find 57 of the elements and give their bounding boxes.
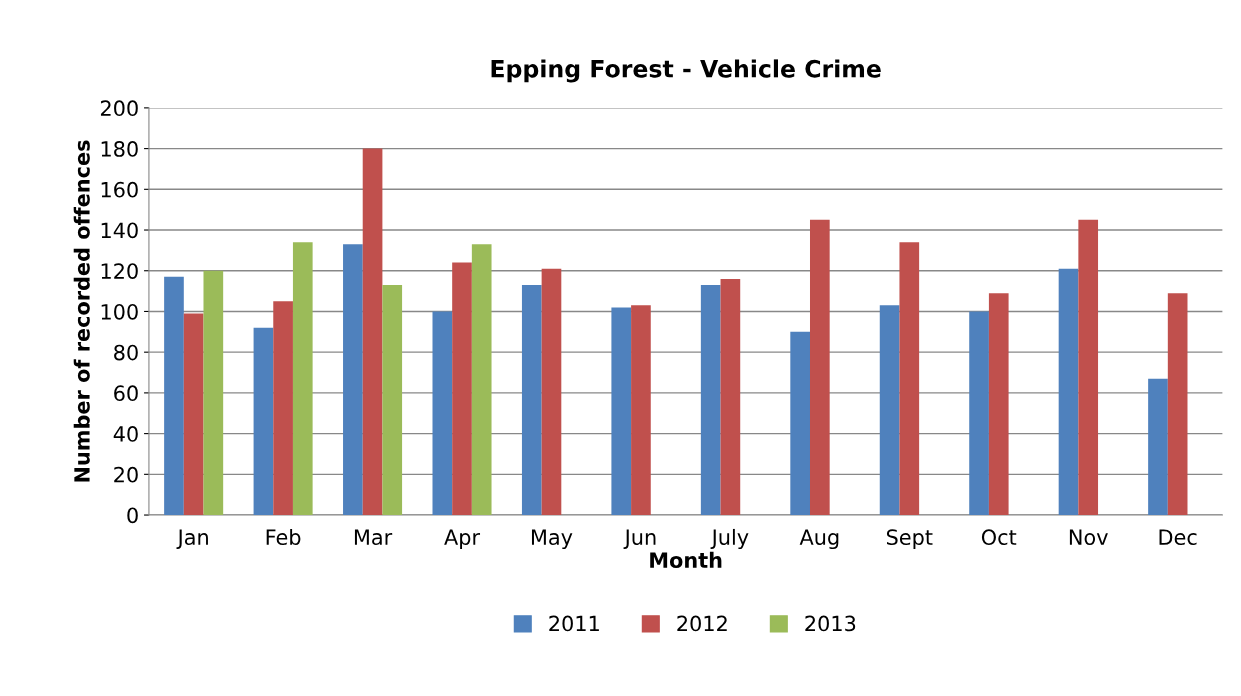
bar [183, 313, 204, 516]
chart-title: Epping Forest - Vehicle Crime [491, 59, 881, 83]
x-tick-label: Aug [799, 529, 839, 550]
bar [1148, 378, 1168, 516]
legend-label: 2013 [805, 615, 856, 632]
y-tick-label: 80 [114, 344, 138, 361]
bar [899, 242, 920, 516]
bar [1167, 293, 1188, 516]
bar [969, 311, 989, 516]
bar [810, 219, 830, 516]
bar [1078, 219, 1099, 516]
x-tick-label: Jun [623, 529, 656, 549]
bar [471, 244, 492, 516]
legend-label: 2012 [677, 615, 727, 632]
bar [720, 278, 741, 516]
y-tick-label: 140 [101, 222, 138, 239]
bar [253, 327, 274, 516]
x-tick-label: Oct [981, 529, 1017, 546]
y-tick-label: 200 [100, 100, 138, 117]
bar [382, 284, 403, 516]
bar [164, 276, 184, 516]
y-tick-label: 20 [114, 466, 138, 483]
x-tick-label: Jan [176, 529, 208, 549]
x-tick-label: Feb [266, 528, 301, 546]
x-tick-label: July [710, 528, 749, 550]
bar [292, 242, 313, 516]
bar [700, 284, 721, 516]
y-tick-label: 160 [101, 181, 138, 198]
bar [521, 284, 542, 516]
y-tick-label: 40 [113, 426, 138, 442]
y-tick-label: 0 [127, 507, 138, 524]
bar [541, 268, 562, 516]
bar [879, 305, 900, 516]
bar [362, 148, 383, 516]
x-tick-label: Nov [1069, 529, 1108, 546]
x-tick-label: Mar [354, 529, 393, 546]
bar [1058, 268, 1079, 516]
y-tick-label: 180 [101, 141, 138, 157]
bar [631, 305, 651, 516]
bar [432, 311, 453, 516]
bar [790, 331, 810, 516]
y-tick-label: 100 [101, 303, 138, 320]
x-tick-label: May [531, 529, 573, 550]
y-tick-label: 60 [114, 385, 138, 402]
bar [273, 301, 293, 516]
y-tick-label: 120 [101, 263, 138, 279]
bar [611, 307, 632, 516]
bar [203, 270, 224, 516]
bar [343, 244, 363, 516]
y-axis-title: Number of recorded offences [73, 140, 90, 482]
x-tick-label: Apr [444, 529, 481, 550]
bar [452, 262, 472, 516]
legend-label: 2011 [549, 615, 599, 632]
x-axis-title: Month [650, 551, 722, 568]
bar [988, 293, 1009, 516]
x-tick-label: Dec [1159, 529, 1197, 546]
x-tick-label: Sept [886, 529, 933, 550]
